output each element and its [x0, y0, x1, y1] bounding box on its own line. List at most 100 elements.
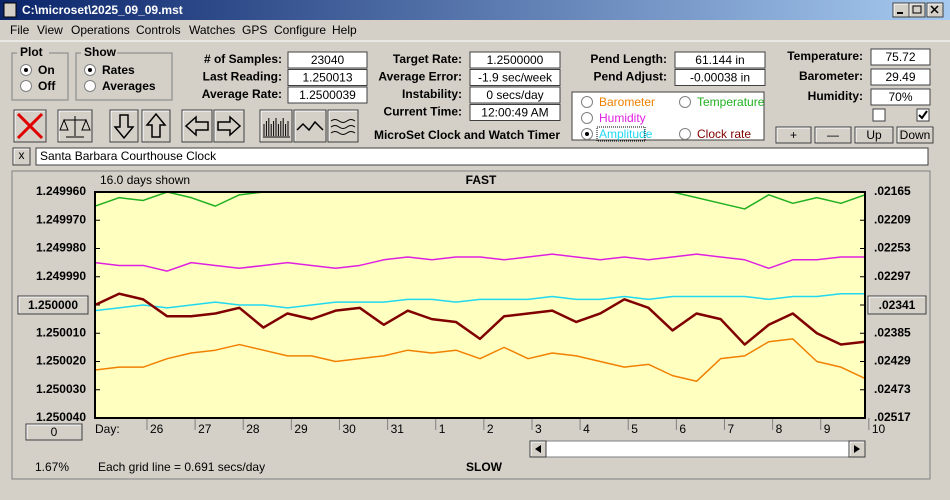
field-label: Barometer: — [799, 69, 863, 83]
button-highlight — [776, 127, 810, 142]
field-value: 61.144 in — [695, 53, 744, 67]
y2-tick-label[interactable]: .02341 — [879, 298, 916, 312]
y-tick-label[interactable]: 1.250000 — [28, 298, 78, 312]
field-value-box[interactable] — [469, 69, 561, 86]
x-tick-label: 2 — [487, 422, 494, 436]
icon-right — [217, 115, 242, 137]
control-button[interactable] — [896, 126, 934, 144]
center-button[interactable] — [17, 295, 89, 315]
radio-label[interactable]: On — [38, 63, 55, 77]
group-title: Plot — [20, 45, 43, 59]
y-tick-label: 1.250020 — [36, 354, 86, 368]
button-highlight — [868, 296, 925, 313]
x-tick-label: 9 — [824, 422, 831, 436]
legend-label[interactable]: Temperature — [697, 95, 765, 109]
button-highlight — [142, 110, 169, 141]
button-highlight — [110, 110, 137, 141]
legend-label[interactable]: Amplitude — [599, 127, 653, 141]
field-value-box[interactable] — [469, 86, 561, 104]
button-highlight — [58, 110, 91, 141]
field-value-box[interactable] — [674, 51, 766, 69]
button-label[interactable]: Down — [900, 128, 931, 142]
y-tick-label: 1.249960 — [36, 184, 86, 198]
legend-label[interactable]: Humidity — [599, 111, 646, 125]
menu-item[interactable]: View — [37, 23, 63, 37]
control-button[interactable] — [775, 126, 812, 144]
scroll-value[interactable]: 0 — [51, 425, 58, 439]
legend-radio[interactable] — [581, 112, 593, 124]
y2-center-button[interactable] — [867, 295, 927, 315]
scrollbar-track[interactable] — [529, 440, 866, 458]
radio-button-dot — [88, 68, 92, 72]
field-value: 1.250013 — [302, 71, 352, 85]
group-box — [75, 52, 173, 101]
maximize-button[interactable] — [908, 2, 926, 18]
field-value: 75.72 — [885, 50, 915, 64]
radio-label[interactable]: Off — [38, 79, 56, 93]
slow-label: SLOW — [466, 460, 503, 474]
radio-label[interactable]: Rates — [102, 63, 135, 77]
x-tick-label: 29 — [294, 422, 308, 436]
legend-label[interactable]: Barometer — [599, 95, 655, 109]
y2-tick-label: .02297 — [874, 269, 911, 283]
focus-rect — [596, 126, 646, 142]
field-value: 70% — [888, 90, 912, 104]
field-value: 12:00:49 AM — [481, 106, 548, 120]
minimize-button[interactable] — [892, 2, 910, 18]
menu-item[interactable]: File — [10, 23, 30, 37]
x-tick-label: 4 — [583, 422, 590, 436]
field-value-box[interactable] — [287, 51, 368, 69]
field-value: 23040 — [311, 53, 345, 67]
series-line — [95, 292, 865, 346]
button-highlight — [18, 296, 87, 313]
icon — [930, 5, 939, 14]
radio-button[interactable] — [84, 80, 96, 92]
button-label[interactable]: — — [827, 128, 839, 142]
field-label: Last Reading: — [203, 70, 282, 84]
scroll-value-button[interactable] — [25, 423, 83, 441]
button-label[interactable]: Up — [866, 128, 882, 142]
field-value-box[interactable] — [674, 69, 766, 86]
menu-item[interactable]: Controls — [136, 23, 181, 37]
clock-name-box[interactable] — [35, 147, 929, 166]
x-tick-label: 30 — [342, 422, 356, 436]
close-clock-button[interactable] — [12, 147, 31, 166]
radio-button[interactable] — [20, 80, 32, 92]
icon-down — [113, 114, 135, 140]
field-value: -1.9 sec/week — [478, 71, 553, 85]
group-title-bg — [81, 47, 117, 59]
menu-item[interactable]: Watches — [189, 23, 235, 37]
radio-label[interactable]: Averages — [102, 79, 156, 93]
y-tick-label: 1.249990 — [36, 269, 86, 283]
menu-item[interactable]: Configure — [274, 23, 326, 37]
field-value-box[interactable] — [469, 51, 561, 69]
field-label: Average Error: — [378, 70, 462, 84]
legend-radio[interactable] — [581, 96, 593, 108]
menu-item[interactable]: Help — [332, 23, 357, 37]
series-line — [95, 253, 865, 272]
control-button[interactable] — [854, 126, 894, 144]
toolbar-button[interactable] — [293, 109, 327, 143]
field-value-box[interactable] — [287, 69, 368, 86]
legend-label[interactable]: Clock rate — [697, 127, 751, 141]
arrow — [854, 445, 860, 453]
button-label[interactable]: x — [19, 148, 25, 162]
legend-radio[interactable] — [679, 96, 691, 108]
checkbox[interactable] — [872, 108, 886, 122]
field-value-box[interactable] — [870, 88, 931, 106]
button-label[interactable]: + — [790, 128, 797, 142]
button-highlight — [909, 3, 924, 16]
menu-item[interactable]: GPS — [242, 23, 267, 37]
field-value-box[interactable] — [469, 104, 561, 121]
x-tick-label: 28 — [246, 422, 260, 436]
field-value-box[interactable] — [870, 48, 931, 66]
control-button[interactable] — [814, 126, 852, 144]
button-highlight — [927, 3, 942, 16]
field-label: Temperature: — [787, 49, 863, 63]
x-tick-label: 5 — [631, 422, 638, 436]
field-value-box[interactable] — [287, 86, 368, 104]
legend-radio[interactable] — [679, 128, 691, 140]
menu-item[interactable]: Operations — [71, 23, 130, 37]
field-value-box[interactable] — [870, 68, 931, 86]
